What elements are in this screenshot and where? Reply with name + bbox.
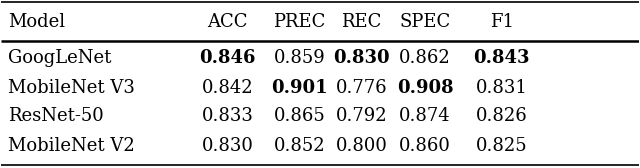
Text: ACC: ACC — [207, 13, 248, 31]
Text: 0.860: 0.860 — [399, 137, 451, 155]
Text: ResNet-50: ResNet-50 — [8, 107, 104, 125]
Text: 0.846: 0.846 — [199, 50, 256, 68]
Text: 0.825: 0.825 — [476, 137, 527, 155]
Text: 0.831: 0.831 — [476, 79, 527, 97]
Text: REC: REC — [341, 13, 381, 31]
Text: 0.852: 0.852 — [274, 137, 325, 155]
Text: 0.776: 0.776 — [335, 79, 387, 97]
Text: 0.901: 0.901 — [271, 79, 328, 97]
Text: 0.830: 0.830 — [333, 50, 390, 68]
Text: PREC: PREC — [273, 13, 326, 31]
Text: MobileNet V3: MobileNet V3 — [8, 79, 134, 97]
Text: 0.908: 0.908 — [397, 79, 454, 97]
Text: 0.874: 0.874 — [399, 107, 451, 125]
Text: 0.826: 0.826 — [476, 107, 527, 125]
Text: F1: F1 — [490, 13, 514, 31]
Text: 0.792: 0.792 — [335, 107, 387, 125]
Text: 0.842: 0.842 — [202, 79, 253, 97]
Text: 0.865: 0.865 — [274, 107, 326, 125]
Text: SPEC: SPEC — [399, 13, 451, 31]
Text: 0.800: 0.800 — [335, 137, 387, 155]
Text: 0.830: 0.830 — [202, 137, 253, 155]
Text: MobileNet V2: MobileNet V2 — [8, 137, 134, 155]
Text: GoogLeNet: GoogLeNet — [8, 50, 111, 68]
Text: 0.833: 0.833 — [202, 107, 253, 125]
Text: 0.859: 0.859 — [274, 50, 326, 68]
Text: 0.862: 0.862 — [399, 50, 451, 68]
Text: 0.843: 0.843 — [474, 50, 530, 68]
Text: Model: Model — [8, 13, 65, 31]
